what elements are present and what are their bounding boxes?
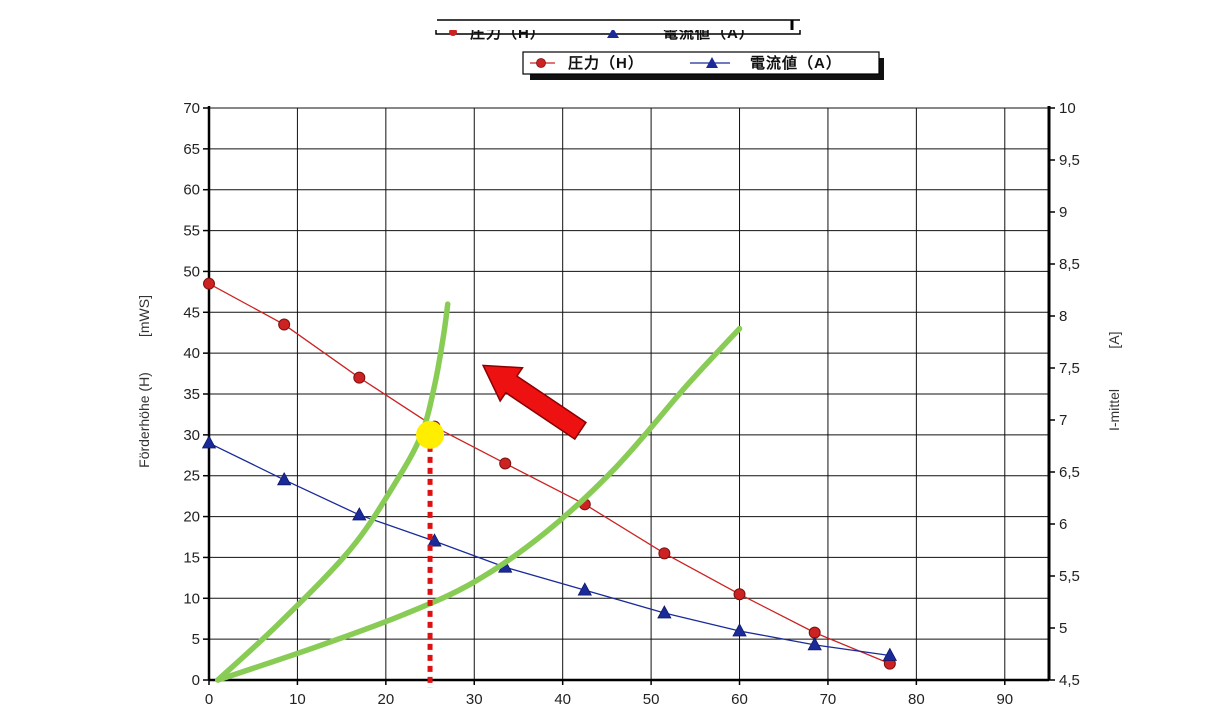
legend-marker-triangle — [706, 57, 718, 68]
y-left-tick-label: 10 — [183, 590, 200, 607]
series-point-triangle — [657, 605, 672, 619]
x-tick-label: 0 — [205, 691, 213, 708]
series-point-circle — [808, 626, 821, 639]
y-left-tick-label: 70 — [183, 100, 200, 117]
series-point-triangle — [882, 647, 898, 661]
series-point-circle — [499, 457, 512, 470]
y-left-axis-title: Förderhöhe (H) — [136, 372, 152, 468]
y-left-tick-label: 55 — [183, 223, 200, 240]
x-tick-label: 40 — [554, 691, 571, 708]
operating-point-marker — [416, 420, 445, 449]
x-tick-label: 90 — [996, 691, 1013, 708]
series-point-triangle — [807, 637, 822, 651]
system-curve-2 — [215, 325, 743, 683]
series-point-triangle — [732, 623, 747, 637]
y-right-tick-label: 5 — [1059, 620, 1067, 637]
y-right-tick-label: 7,5 — [1059, 360, 1080, 377]
y-right-tick-label: 6,5 — [1059, 464, 1080, 481]
y-left-tick-label: 50 — [183, 263, 200, 280]
y-left-tick-label: 35 — [183, 386, 200, 403]
y-right-tick-label: 9,5 — [1059, 152, 1080, 169]
series-point-circle — [278, 318, 291, 331]
direction-arrow — [481, 364, 587, 441]
y-right-tick-label: 8 — [1059, 308, 1067, 325]
series-point-triangle — [352, 507, 367, 521]
y-right-tick-label: 6 — [1059, 516, 1067, 533]
series-point-circle — [658, 547, 671, 560]
x-tick-label: 30 — [466, 691, 483, 708]
legend: 圧力（H） 電流値（A） — [522, 51, 884, 80]
legend-clipped-triangle-marker — [607, 28, 619, 38]
series-point-triangle — [201, 435, 217, 449]
y-right-tick-label: 7 — [1059, 412, 1067, 429]
y-left-tick-label: 60 — [183, 182, 200, 199]
clipped-legend-top: 圧力（H） 電流値（A） — [0, 0, 1232, 42]
series-point-circle — [353, 371, 366, 384]
legend-marker-circle — [536, 58, 546, 68]
y-left-tick-label: 0 — [192, 672, 200, 689]
series-point-circle — [203, 277, 215, 290]
y-right-axis-unit: [A] — [1106, 331, 1122, 348]
series-point-triangle — [276, 471, 292, 486]
legend-label-current: 電流値（A） — [750, 54, 842, 72]
series-point-circle — [733, 588, 746, 601]
legend-label-pressure: 圧力（H） — [568, 54, 644, 72]
series-point-triangle — [577, 582, 592, 596]
y-left-tick-label: 20 — [183, 509, 200, 526]
series-point-triangle — [427, 533, 442, 547]
y-left-tick-label: 65 — [183, 141, 200, 158]
y-left-tick-label: 40 — [183, 345, 200, 362]
series-line-2 — [208, 442, 890, 657]
x-tick-label: 80 — [908, 691, 925, 708]
x-tick-label: 70 — [820, 691, 837, 708]
y-left-tick-label: 45 — [183, 304, 200, 321]
plot-area: 05101520253035404550556065704,555,566,57… — [136, 100, 1122, 708]
y-right-tick-label: 5,5 — [1059, 568, 1080, 585]
y-right-tick-label: 10 — [1059, 100, 1076, 117]
x-tick-label: 50 — [643, 691, 660, 708]
system-curve-1 — [215, 301, 451, 683]
y-right-tick-label: 4,5 — [1059, 672, 1080, 689]
y-left-tick-label: 15 — [183, 549, 200, 566]
y-right-tick-label: 9 — [1059, 204, 1067, 221]
y-left-tick-label: 30 — [183, 427, 200, 444]
series-line-1 — [208, 283, 891, 665]
y-left-axis-unit: [mWS] — [136, 295, 152, 337]
y-right-axis-title: I-mittel — [1106, 389, 1122, 431]
y-left-tick-label: 5 — [192, 631, 200, 648]
x-tick-label: 10 — [289, 691, 306, 708]
y-left-tick-label: 25 — [183, 468, 200, 485]
x-tick-label: 20 — [377, 691, 394, 708]
y-right-tick-label: 8,5 — [1059, 256, 1080, 273]
x-tick-label: 60 — [731, 691, 748, 708]
